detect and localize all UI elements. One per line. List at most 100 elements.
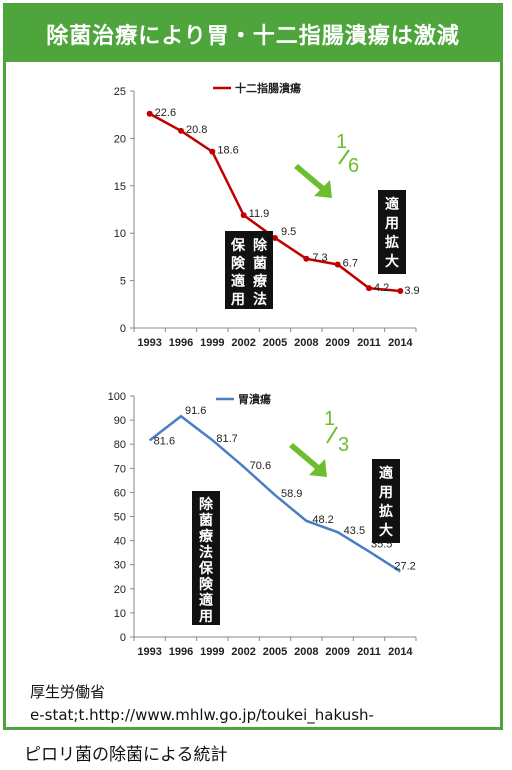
fraction-slash — [338, 149, 350, 165]
y-tick-label: 30 — [114, 560, 126, 572]
note-expansion-text-char: 適 — [385, 196, 399, 213]
x-tick-label: 2005 — [263, 337, 287, 349]
note-expansion-text-char: 用 — [379, 485, 393, 501]
x-tick-label: 1993 — [137, 337, 161, 349]
data-label: 6.7 — [343, 257, 358, 269]
data-point — [397, 288, 404, 295]
fraction-denominator: 3 — [338, 434, 349, 456]
note-reimbursement-text-char: 適 — [199, 592, 213, 609]
y-tick-label: 20 — [114, 133, 126, 145]
data-label: 48.2 — [312, 514, 333, 526]
data-label: 81.6 — [154, 435, 175, 447]
y-tick-label: 10 — [114, 608, 126, 620]
x-tick-label: 2005 — [263, 646, 287, 658]
data-label: 91.6 — [185, 405, 206, 417]
note-reimbursement-text-char: 保 — [198, 560, 214, 577]
source-url: e-stat;t.http://www.mhlw.go.jp/toukei_ha… — [30, 706, 374, 724]
note-reimbursement-col1-char: 適 — [231, 273, 245, 290]
x-tick-label: 2011 — [357, 337, 381, 349]
series-line — [148, 414, 402, 573]
data-label: 4.2 — [374, 282, 389, 294]
figure-frame: 除菌治療により胃・十二指腸潰瘍は激減 0 5 10 15 20 25 1993 1996 199… — [3, 3, 503, 730]
x-tick-label: 1996 — [169, 646, 193, 658]
y-tick-label: 20 — [114, 584, 126, 596]
data-label: 22.6 — [155, 107, 176, 119]
x-tick-label: 2014 — [388, 337, 413, 349]
x-tick-label: 1999 — [200, 646, 224, 658]
data-label: 3.9 — [404, 285, 419, 297]
data-label: 81.7 — [216, 433, 237, 445]
note-expansion-text-char: 用 — [385, 216, 399, 232]
fraction-denominator: 6 — [348, 155, 359, 177]
data-label: 70.6 — [250, 460, 271, 472]
data-label: 43.5 — [344, 525, 365, 537]
x-tick-label: 2008 — [294, 646, 318, 658]
data-label: 11.9 — [249, 208, 270, 220]
note-reimbursement-col2-char: 菌 — [253, 255, 267, 272]
note-expansion-text-char: 拡 — [379, 503, 393, 520]
y-tick-label: 70 — [114, 463, 126, 475]
note-expansion-box — [372, 459, 400, 543]
caption: ピロリ菌の除菌による統計 — [24, 745, 228, 765]
y-tick-label: 0 — [120, 632, 126, 644]
data-label: 58.9 — [281, 488, 302, 500]
legend-label: 十二指腸潰瘍 — [235, 81, 301, 95]
data-label: 20.8 — [186, 124, 207, 136]
y-tick-label: 15 — [114, 181, 126, 193]
note-reimbursement-box — [225, 231, 273, 309]
x-tick-label: 1996 — [169, 337, 193, 349]
y-tick-label: 50 — [114, 512, 126, 524]
y-tick-label: 40 — [114, 536, 126, 548]
legend-label: 胃潰瘍 — [238, 392, 271, 406]
fraction-slash — [326, 426, 338, 444]
fraction-numerator: 1 — [336, 131, 347, 153]
note-reimbursement-text-char: 険 — [199, 576, 214, 593]
note-reimbursement-text-char: 療 — [199, 528, 214, 545]
y-tick-label: 5 — [120, 276, 126, 288]
source-agency: 厚生労働省 — [30, 683, 106, 701]
fraction-numerator: 1 — [324, 408, 335, 430]
x-tick-label: 1993 — [137, 646, 161, 658]
data-point — [272, 234, 278, 241]
down-arrow-icon — [289, 443, 327, 477]
duodenal-ulcer-chart: 0 5 10 15 20 25 1993 1996 1999 2002 2005 2008 2009 20… — [114, 81, 420, 349]
x-tick-label: 2002 — [231, 337, 255, 349]
note-expansion-box — [378, 190, 406, 274]
note-reimbursement-col2-char: 法 — [253, 291, 267, 308]
x-tick-label: 2002 — [231, 646, 255, 658]
data-point — [146, 110, 153, 117]
note-reimbursement-col1-char: 険 — [231, 255, 246, 272]
y-tick-label: 10 — [114, 228, 126, 240]
note-expansion-text-char: 大 — [385, 253, 399, 270]
note-reimbursement-col2-char: 除 — [253, 237, 268, 254]
y-tick-label: 100 — [108, 391, 126, 403]
data-label: 27.2 — [394, 560, 415, 572]
x-tick-label: 2009 — [325, 646, 349, 658]
series-line — [149, 112, 401, 293]
x-tick-label: 2008 — [294, 337, 318, 349]
note-reimbursement-text-char: 用 — [199, 609, 213, 625]
data-label: 7.3 — [312, 252, 327, 264]
note-reimbursement-col2-char: 療 — [253, 273, 268, 290]
y-tick-label: 0 — [120, 323, 126, 335]
note-reimbursement-text-char: 菌 — [199, 512, 213, 529]
data-point — [366, 285, 372, 292]
note-expansion-text-char: 適 — [379, 465, 393, 482]
y-tick-label: 25 — [114, 86, 126, 98]
x-tick-label: 1999 — [200, 337, 224, 349]
data-point — [240, 212, 247, 219]
note-reimbursement-col1-char: 保 — [230, 237, 246, 254]
note-reimbursement-box — [192, 491, 220, 625]
data-point — [334, 261, 341, 268]
data-point — [178, 127, 184, 134]
down-arrow-icon — [294, 164, 332, 198]
note-reimbursement-text-char: 除 — [199, 496, 214, 513]
y-tick-label: 90 — [114, 415, 126, 427]
data-point — [209, 148, 216, 155]
data-label: 9.5 — [281, 226, 296, 238]
